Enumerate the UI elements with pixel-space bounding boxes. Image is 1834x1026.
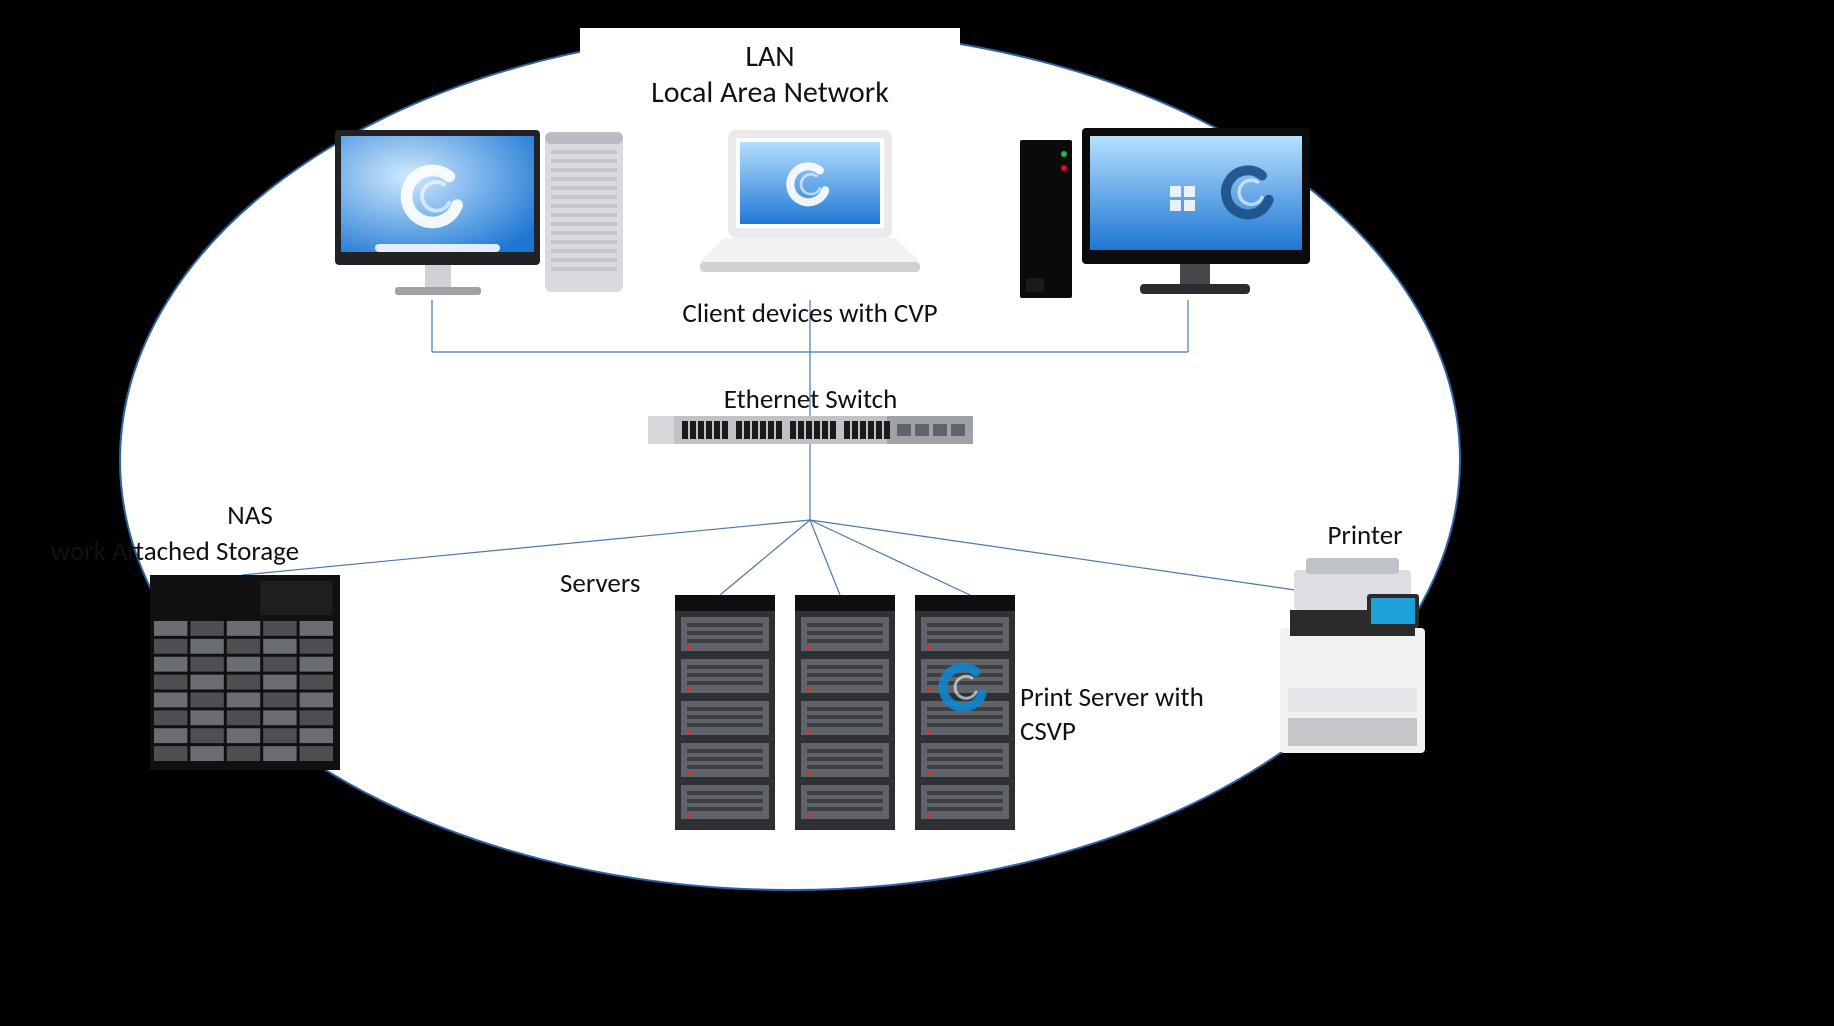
network-diagram: { "canvas":{"w":1834,"h":1026,"bg":"#000… — [0, 0, 1834, 1026]
title-line1: LAN — [580, 40, 960, 75]
nas-label-1: NAS — [160, 500, 340, 531]
switch-label: Ethernet Switch — [648, 384, 973, 415]
printsrv-1: Print Server with — [1020, 682, 1280, 713]
title-line2: Local Area Network — [580, 76, 960, 111]
printer-icon — [1280, 558, 1425, 753]
clients-label: Client devices with CVP — [560, 298, 1060, 329]
nas-icon — [150, 575, 340, 770]
printsrv-2: CSVP — [1020, 716, 1280, 747]
servers-label: Servers — [560, 568, 760, 599]
printer-label: Printer — [1280, 520, 1450, 551]
server-racks-icon — [675, 595, 1015, 830]
nas-label-2: work Attached Storage — [0, 536, 350, 567]
ethernet-switch-icon — [648, 416, 973, 444]
